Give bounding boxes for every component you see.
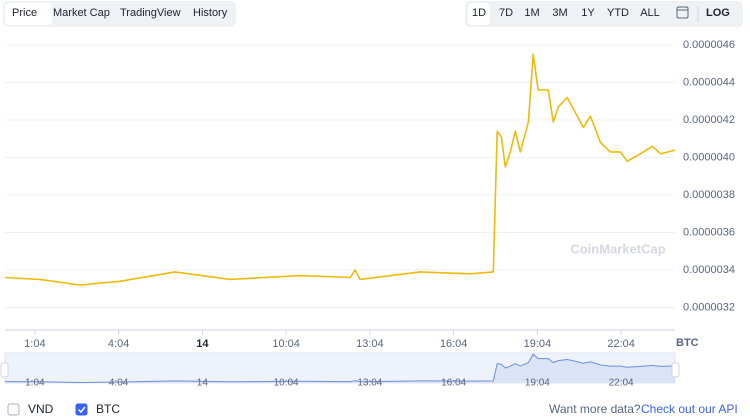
x-tick-label: 19:04 bbox=[524, 338, 552, 350]
tab[interactable]: Price bbox=[12, 7, 37, 19]
x-tick-label: 10:04 bbox=[272, 338, 300, 350]
navigator-handle[interactable] bbox=[671, 362, 680, 378]
y-tick-label: 0.0000046 bbox=[683, 39, 735, 51]
range-button[interactable]: 7D bbox=[499, 7, 513, 19]
log-button[interactable]: LOG bbox=[706, 7, 730, 19]
navigator-tick-label: 1:04 bbox=[25, 378, 45, 389]
x-tick-label: 22:04 bbox=[607, 338, 635, 350]
api-link[interactable]: Check out our API bbox=[641, 402, 738, 416]
watermark: CoinMarketCap bbox=[570, 241, 665, 256]
range-bar bbox=[465, 1, 743, 27]
x-tick-label: 14 bbox=[196, 338, 209, 350]
checkbox[interactable] bbox=[7, 403, 20, 416]
tab[interactable]: TradingView bbox=[120, 7, 181, 19]
x-tick-label: 4:04 bbox=[108, 338, 129, 350]
y-tick-label: 0.0000034 bbox=[683, 264, 735, 276]
navigator-tick-label: 16:04 bbox=[441, 378, 466, 389]
tab[interactable]: Market Cap bbox=[53, 7, 110, 19]
x-tick-label: 1:04 bbox=[24, 338, 45, 350]
range-button[interactable]: ALL bbox=[640, 7, 660, 19]
calendar-icon[interactable] bbox=[676, 6, 689, 19]
y-tick-label: 0.0000042 bbox=[683, 114, 735, 126]
navigator-tick-label: 14 bbox=[197, 378, 209, 389]
tab[interactable]: History bbox=[193, 7, 228, 19]
navigator-handle[interactable] bbox=[0, 362, 9, 378]
range-button[interactable]: 1Y bbox=[581, 7, 595, 19]
navigator-tick-label: 10:04 bbox=[274, 378, 299, 389]
x-tick-label: 16:04 bbox=[440, 338, 468, 350]
range-button[interactable]: YTD bbox=[607, 7, 629, 19]
y-tick-label: 0.0000036 bbox=[683, 226, 735, 238]
navigator-area bbox=[5, 354, 675, 383]
y-unit-label: BTC bbox=[676, 337, 699, 349]
y-tick-label: 0.0000044 bbox=[683, 76, 735, 88]
range-button[interactable]: 1D bbox=[472, 7, 486, 19]
navigator-tick-label: 4:04 bbox=[109, 378, 129, 389]
y-tick-label: 0.0000040 bbox=[683, 151, 735, 163]
footer-text: Want more data? bbox=[549, 402, 641, 416]
navigator-tick-label: 22:04 bbox=[609, 378, 634, 389]
active-tab-bg bbox=[5, 3, 52, 25]
currency-label[interactable]: BTC bbox=[96, 402, 120, 416]
navigator-tick-label: 13:04 bbox=[357, 378, 382, 389]
price-line bbox=[4, 53, 676, 286]
navigator-line bbox=[4, 353, 676, 384]
checkbox[interactable] bbox=[75, 403, 88, 416]
range-button[interactable]: 1M bbox=[524, 7, 539, 19]
navigator-tick-label: 19:04 bbox=[525, 378, 550, 389]
active-range-bg bbox=[468, 3, 490, 25]
x-tick-label: 13:04 bbox=[356, 338, 384, 350]
y-tick-label: 0.0000032 bbox=[683, 301, 735, 313]
range-button[interactable]: 3M bbox=[552, 7, 567, 19]
currency-label[interactable]: VND bbox=[28, 402, 54, 416]
checkmark bbox=[77, 406, 86, 414]
y-tick-label: 0.0000038 bbox=[683, 189, 735, 201]
tab-bar bbox=[3, 1, 236, 27]
